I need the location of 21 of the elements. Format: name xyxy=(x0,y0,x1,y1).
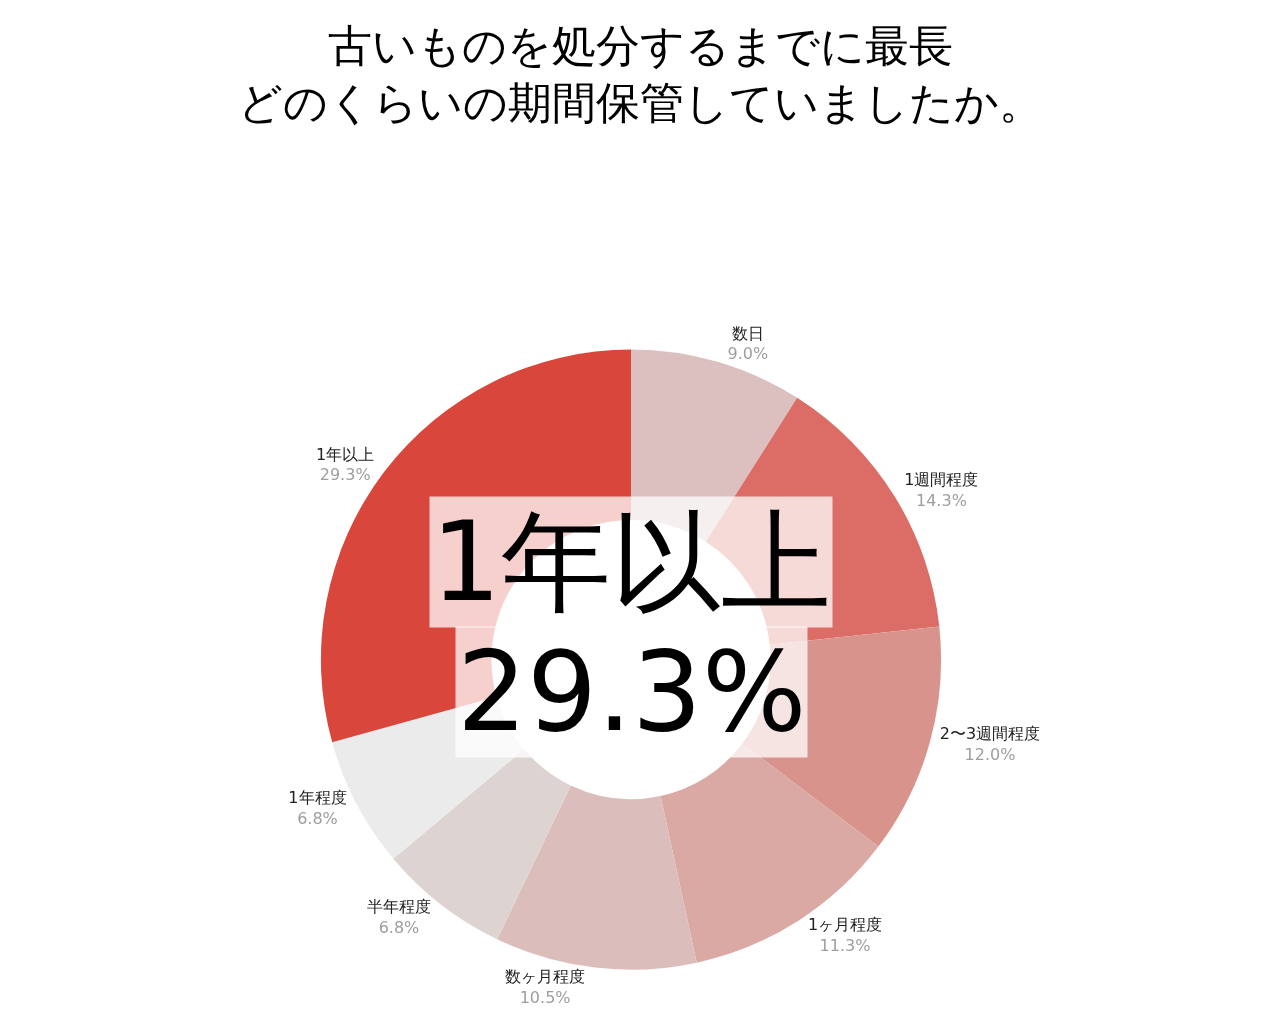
data-label: 9.0% xyxy=(727,344,769,364)
text: 29.3% xyxy=(457,628,807,756)
slice-label: 半年程度 xyxy=(367,897,431,917)
slice-label: 1年以上 xyxy=(316,444,375,464)
chart-title: 古いものを処分するまでに最長 xyxy=(327,19,953,71)
text: 1年以上 xyxy=(431,498,831,626)
data-label: 29.3% xyxy=(319,465,371,485)
data-label: 12.0% xyxy=(964,744,1016,764)
slice-label: 数ヶ月程度 xyxy=(505,967,586,987)
slice-label: 数日 xyxy=(731,323,764,343)
data-label: 11.3% xyxy=(819,935,871,955)
data-label: 6.8% xyxy=(297,809,338,829)
chart-subtitle: どのくらいの期間保管していましたか。 xyxy=(237,76,1043,128)
data-label: 10.5% xyxy=(519,988,571,1008)
donut-slice xyxy=(497,785,697,970)
data-label: 14.3% xyxy=(915,491,967,511)
data-label: 6.8% xyxy=(378,917,420,937)
slice-label: 1年程度 xyxy=(288,788,347,808)
slice-label: 2〜3週間程度 xyxy=(939,723,1041,743)
slice-label: 1ヶ月程度 xyxy=(807,915,883,935)
slice-label: 1週間程度 xyxy=(904,470,979,490)
